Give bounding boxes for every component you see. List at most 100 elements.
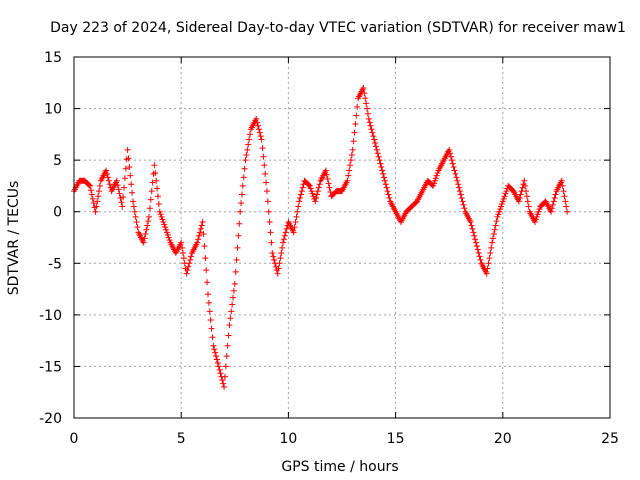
data-point (145, 218, 152, 225)
data-point (467, 219, 474, 226)
data-point (558, 177, 565, 184)
data-point (375, 153, 382, 160)
data-point (362, 95, 369, 102)
x-tick-labels: 0 5 10 15 20 25 (70, 431, 619, 447)
data-point (535, 208, 542, 215)
data-point (564, 208, 571, 215)
data-point (142, 231, 149, 238)
data-point (351, 129, 358, 136)
data-point (494, 213, 501, 220)
data-point (316, 181, 323, 188)
data-point (290, 229, 297, 236)
data-point (94, 198, 101, 205)
data-point (238, 191, 245, 198)
data-point (96, 188, 103, 195)
data-point (114, 182, 121, 189)
data-point (434, 170, 441, 177)
data-point (344, 177, 351, 184)
data-point (279, 244, 286, 251)
data-point (360, 84, 367, 91)
data-point (489, 239, 496, 246)
data-point (347, 157, 354, 164)
data-point (369, 129, 376, 136)
data-point (128, 181, 135, 188)
data-point (127, 172, 134, 179)
data-point (277, 255, 284, 262)
data-point (147, 196, 154, 203)
data-point (93, 203, 100, 210)
data-point (118, 199, 125, 206)
data-point (372, 139, 379, 146)
data-point (180, 255, 187, 262)
data-point (162, 224, 169, 231)
data-point (346, 167, 353, 174)
data-point (183, 270, 190, 277)
data-point (221, 384, 228, 391)
data-point (164, 231, 171, 238)
data-point (166, 237, 173, 244)
data-point (386, 194, 393, 201)
data-point (364, 105, 371, 112)
x-tick-label: 5 (177, 431, 186, 447)
data-point (313, 194, 320, 201)
data-point (453, 174, 460, 181)
data-point (213, 353, 220, 360)
data-point (550, 198, 557, 205)
data-point (121, 184, 128, 191)
data-point (306, 182, 313, 189)
data-point (185, 263, 192, 270)
data-point (380, 170, 387, 177)
data-point (377, 160, 384, 167)
data-point (523, 188, 530, 195)
data-point (208, 325, 215, 332)
data-point (380, 174, 387, 181)
data-point (433, 172, 440, 179)
data-point (485, 260, 492, 267)
data-point (470, 229, 477, 236)
data-point (560, 188, 567, 195)
data-point (236, 220, 243, 227)
data-point (104, 170, 111, 177)
data-point (365, 115, 372, 122)
data-point (131, 208, 138, 215)
data-point (219, 377, 226, 384)
data-point (370, 133, 377, 140)
data-point (130, 203, 137, 210)
data-point (204, 279, 211, 286)
data-point (451, 167, 458, 174)
data-point (536, 206, 543, 213)
data-point (431, 180, 438, 187)
data-point (378, 164, 385, 171)
data-point (475, 249, 482, 256)
data-point (125, 155, 132, 162)
data-point (491, 226, 498, 233)
x-tick-label: 20 (494, 431, 512, 447)
data-point (326, 184, 333, 191)
data-point (383, 184, 390, 191)
data-point (498, 200, 505, 207)
data-point (197, 225, 204, 232)
data-point (489, 235, 496, 242)
data-point (105, 177, 112, 184)
data-point (350, 138, 357, 145)
data-point (206, 308, 213, 315)
y-tick-label: 10 (44, 102, 62, 118)
data-point (255, 126, 262, 133)
data-point (384, 188, 391, 195)
data-point (214, 359, 221, 366)
grid-lines (74, 57, 610, 418)
data-point (457, 191, 464, 198)
data-point (498, 203, 505, 210)
data-point (532, 216, 539, 223)
data-point (274, 270, 281, 277)
data-point (281, 232, 288, 239)
data-point (200, 231, 207, 238)
data-point (254, 119, 261, 126)
y-tick-labels: -20 -15 -10 -5 0 5 10 15 (39, 50, 62, 427)
x-tick-label: 15 (387, 431, 405, 447)
data-point (468, 222, 475, 229)
data-point (521, 177, 528, 184)
data-point (382, 181, 389, 188)
data-point (115, 186, 122, 193)
